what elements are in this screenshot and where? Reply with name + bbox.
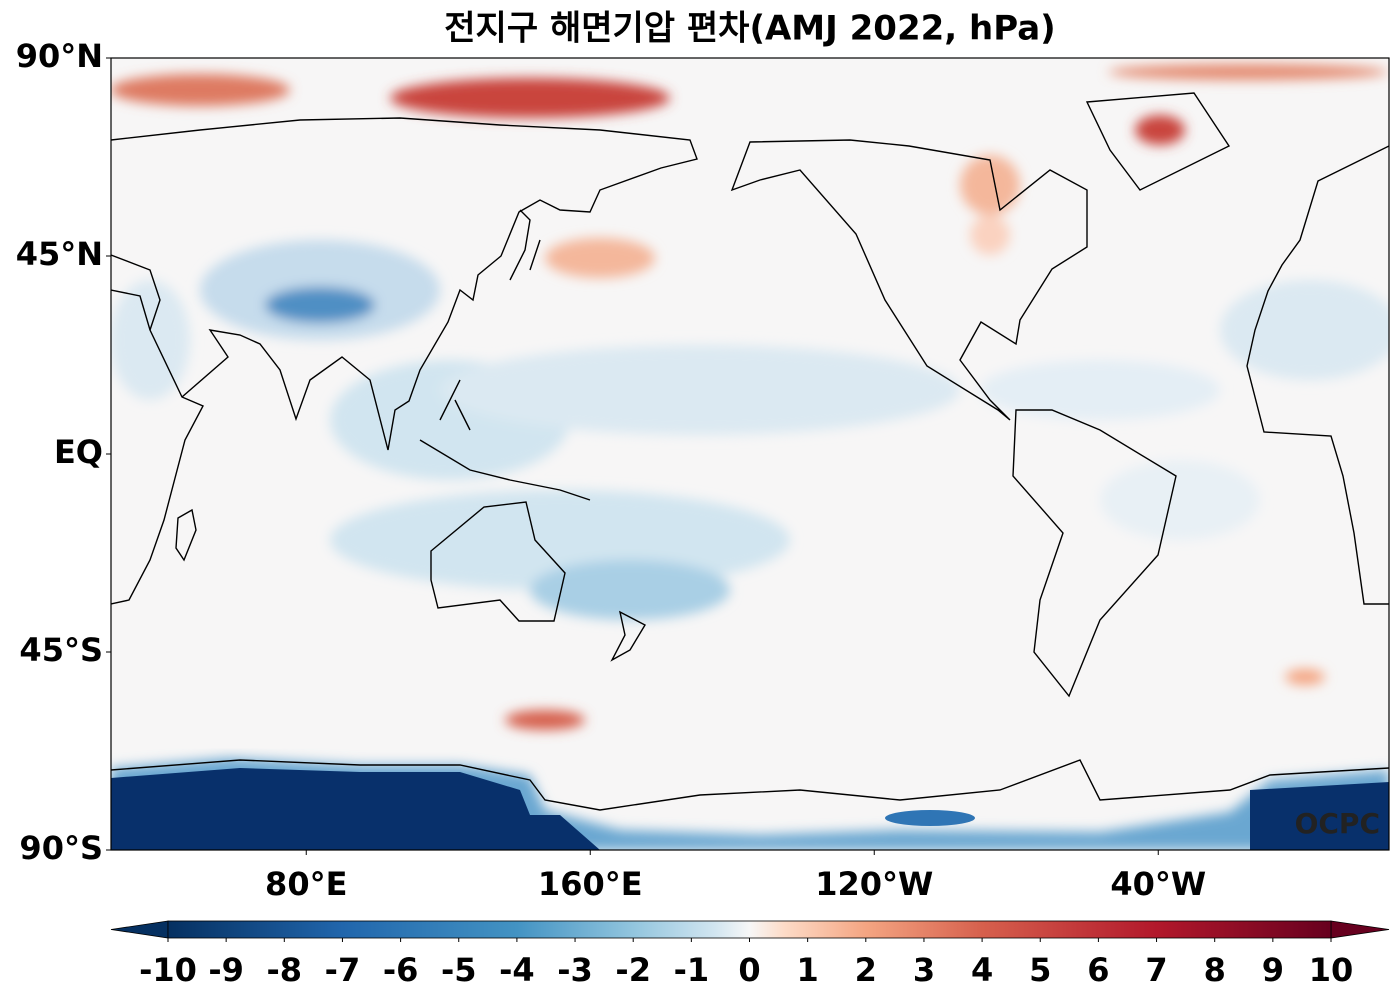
colorbar-tick-label: -3 [557,951,593,989]
x-tick-label: 40°W [1110,865,1206,903]
colorbar-body [167,920,1332,939]
anomaly-area [1220,280,1389,380]
x-tick-label: 160°E [538,865,643,903]
colorbar-extend-low [110,920,169,939]
colorbar-tick-label: 1 [797,951,819,989]
colorbar-tick-label: -9 [208,951,244,989]
colorbar-tick-label: -5 [441,951,477,989]
coastline [111,289,204,605]
axes: 90°N 45°N EQ 45°S 90°S 80°E 160°E 120°W 40°W [16,37,1206,903]
y-tick-label: 90°N [16,37,103,75]
y-tick-label: 45°N [16,235,103,273]
anomaly-area [960,155,1020,215]
colorbar: -10 -9 -8 -7 -6 -5 -4 -3 -2 -1 0 1 2 3 4 5 6 7 8 9 10 [110,920,1390,989]
coastline [730,139,1088,421]
anomaly-area [1135,115,1185,145]
anomaly-area [1100,460,1260,540]
colorbar-tick-label: 10 [1309,951,1354,989]
colorbar-tick-label: -4 [499,951,535,989]
anomaly-area [885,810,975,826]
anomaly-area [111,74,290,106]
coastline [430,501,566,622]
colorbar-tick-label: 7 [1145,951,1167,989]
anomaly-area [530,560,730,620]
coastline [1246,145,1389,605]
anomaly-area [111,280,190,400]
y-tick-label: 90°S [19,829,103,867]
colorbar-extend-high [1330,920,1390,939]
antarctic-anomaly [111,768,1389,850]
anomaly-area [1108,64,1388,80]
coastline [509,209,541,281]
colorbar-tick-label: -10 [139,951,197,989]
colorbar-tick-label: 5 [1029,951,1051,989]
x-tick-label: 80°E [265,865,347,903]
coastline [610,610,646,662]
anomaly-field [111,64,1389,730]
colorbar-tick-label: 8 [1204,951,1226,989]
colorbar-tick-label: -8 [267,951,303,989]
coastline [111,759,1389,811]
colorbar-tick-label: 4 [971,951,993,989]
colorbar-tick-label: -2 [615,951,651,989]
coastline [1012,409,1177,698]
title: 전지구 해면기압 편차(AMJ 2022, hPa) [444,9,1055,49]
anomaly-area [970,215,1010,255]
colorbar-tick-label: -1 [674,951,710,989]
anomaly-area [265,287,375,323]
anomaly-area [1285,669,1325,685]
colorbar-tick-label: 9 [1262,951,1284,989]
anomaly-area [980,360,1220,420]
coastlines [111,92,1389,811]
colorbar-tick-label: -7 [325,951,361,989]
x-tick-label: 120°W [815,865,933,903]
colorbar-tick-label: -6 [383,951,419,989]
colorbar-tick-label: 6 [1087,951,1109,989]
watermark: OCPC [1295,807,1380,840]
colorbar-tick-label: 0 [738,951,760,989]
coastline [419,379,591,501]
anomaly-area [545,238,655,278]
coastline [111,117,698,451]
anomaly-area [390,78,670,118]
y-tick-label: 45°S [19,631,103,669]
map-background [111,58,1389,850]
anomaly-area [440,345,960,435]
colorbar-tick-label: 2 [855,951,877,989]
anomaly-area [505,710,585,730]
map: OCPC [111,58,1389,850]
y-tick-label: EQ [54,433,103,471]
coastline [175,508,197,562]
colorbar-tick-label: 3 [913,951,935,989]
coastline [1085,92,1231,191]
